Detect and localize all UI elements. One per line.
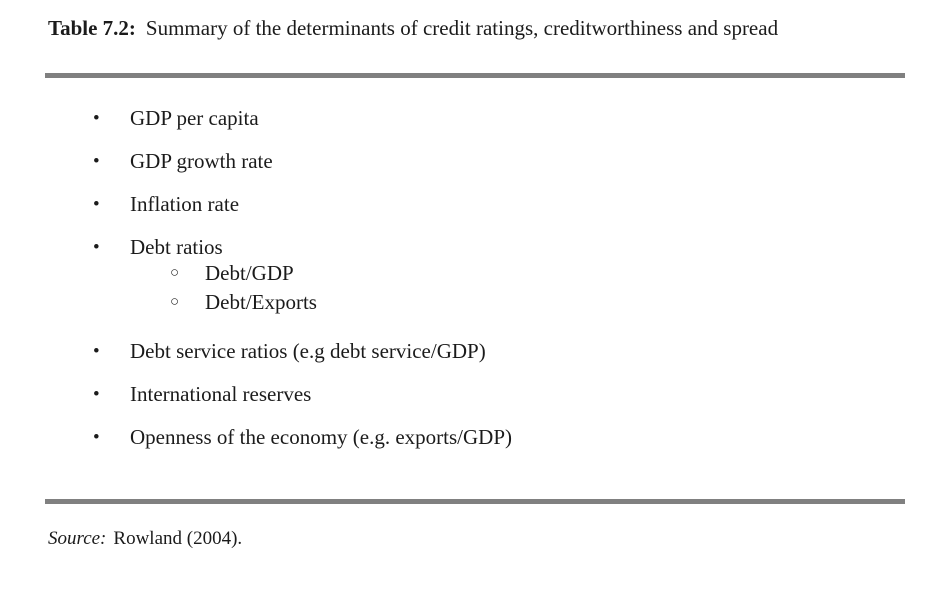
debt-ratios-sublist: ○ Debt/GDP ○ Debt/Exports bbox=[170, 262, 905, 313]
table-bottom-rule bbox=[45, 499, 905, 504]
sub-list-item-label: Debt/GDP bbox=[205, 261, 294, 285]
list-item-label: Debt service ratios (e.g debt service/GD… bbox=[130, 339, 486, 363]
circle-bullet-icon: ○ bbox=[170, 294, 180, 310]
bullet-icon: • bbox=[93, 384, 100, 405]
spacer bbox=[45, 469, 905, 499]
source-label: Source: bbox=[48, 528, 107, 549]
table-top-rule bbox=[45, 73, 905, 78]
sub-list-item: ○ Debt/Exports bbox=[170, 291, 905, 313]
list-item: • GDP growth rate bbox=[93, 150, 905, 173]
circle-bullet-icon: ○ bbox=[170, 265, 180, 281]
list-item-label: Inflation rate bbox=[130, 192, 240, 216]
table-title-text: Summary of the determinants of credit ra… bbox=[145, 16, 779, 40]
bullet-icon: • bbox=[93, 427, 100, 448]
source-note: Source: Rowland (2004). bbox=[45, 504, 905, 551]
list-item: • Openness of the economy (e.g. exports/… bbox=[93, 426, 905, 449]
list-item-label: GDP per capita bbox=[130, 106, 259, 130]
table-caption: Table 7.2: Summary of the determinants of… bbox=[45, 14, 905, 42]
sub-list-item-label: Debt/Exports bbox=[205, 290, 317, 314]
list-item-label: Debt ratios bbox=[130, 235, 223, 259]
list-item: • GDP per capita bbox=[93, 107, 905, 130]
table-number-label: Table 7.2: bbox=[48, 16, 136, 40]
determinants-list: • GDP per capita • GDP growth rate • Inf… bbox=[45, 78, 905, 449]
list-item-label: International reserves bbox=[130, 382, 312, 406]
sub-list-item: ○ Debt/GDP bbox=[170, 262, 905, 284]
source-text: Rowland (2004). bbox=[113, 528, 243, 549]
list-item: • Inflation rate bbox=[93, 193, 905, 216]
list-item-label: GDP growth rate bbox=[130, 149, 273, 173]
list-item: • Debt ratios ○ Debt/GDP ○ Debt/Exports bbox=[93, 236, 905, 320]
bullet-icon: • bbox=[93, 151, 100, 172]
bullet-icon: • bbox=[93, 237, 100, 258]
list-item: • International reserves bbox=[93, 383, 905, 406]
list-item: • Debt service ratios (e.g debt service/… bbox=[93, 340, 905, 363]
bullet-icon: • bbox=[93, 194, 100, 215]
bullet-icon: • bbox=[93, 108, 100, 129]
bullet-icon: • bbox=[93, 341, 100, 362]
list-item-label: Openness of the economy (e.g. exports/GD… bbox=[130, 425, 512, 449]
